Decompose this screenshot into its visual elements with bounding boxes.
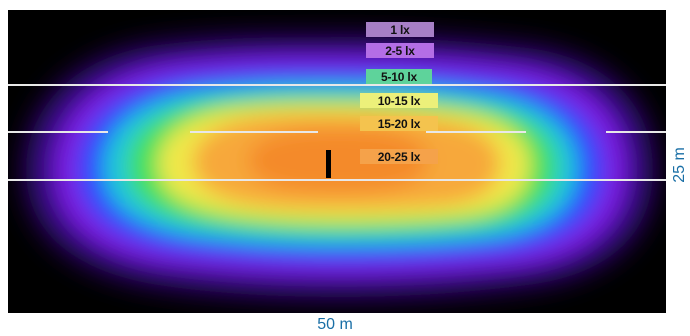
legend-item-label: 5-10 lx [381,69,417,84]
legend-item: 10-15 lx [360,93,438,108]
legend-item-label: 10-15 lx [377,93,421,108]
legend-item: 2-5 lx [366,43,434,58]
cropped-caption [0,0,690,6]
legend-item: 15-20 lx [360,116,438,131]
legend-item-label: 1 lx [390,22,410,37]
width-label: 50 m [317,316,353,333]
illuminance-plot [8,10,666,313]
legend-item-label: 20-25 lx [377,149,421,164]
lamp-pole [326,150,331,178]
height-label: 25 m [671,147,689,183]
legend-item-label: 2-5 lx [385,43,415,58]
height-dimension: 25 m [668,135,690,195]
zone-center [248,128,428,192]
legend-item: 1 lx [366,22,434,37]
isolux-heatmap [8,37,666,297]
legend-item: 20-25 lx [360,149,438,164]
legend-item: 5-10 lx [366,69,432,84]
road-lines [8,84,666,181]
legend-item-label: 15-20 lx [377,116,421,131]
